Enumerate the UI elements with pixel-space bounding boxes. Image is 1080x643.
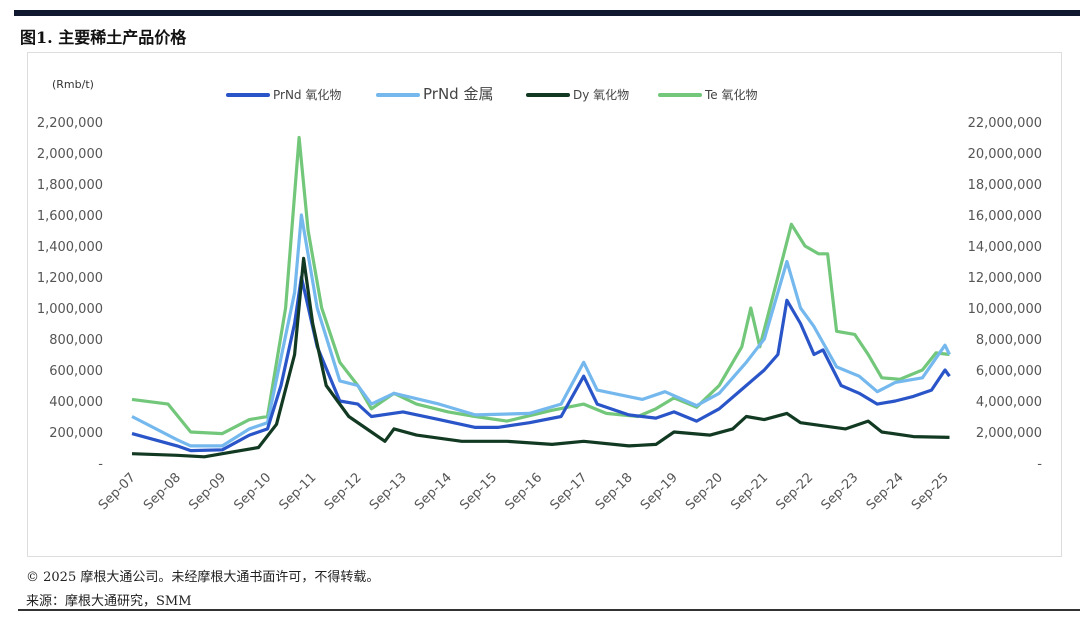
x-tick-label: Sep-19 <box>638 470 681 513</box>
x-tick-label: Sep-15 <box>457 470 500 513</box>
y-tick-label: 1,000,000 <box>37 302 103 317</box>
legend-label: Te 氧化物 <box>704 88 758 102</box>
x-tick-label: Sep-09 <box>186 470 229 513</box>
y2-tick-label: 4,000,000 <box>976 395 1042 410</box>
x-tick-label: Sep-18 <box>593 470 636 513</box>
legend-label: PrNd 氧化物 <box>273 88 341 102</box>
x-tick-label: Sep-08 <box>141 470 184 513</box>
y2-tick-label: 16,000,000 <box>968 209 1042 224</box>
x-tick-label: Sep-22 <box>773 470 816 513</box>
x-tick-label: Sep-17 <box>548 470 591 513</box>
y-tick-label: 1,800,000 <box>37 178 103 193</box>
y-tick-label: - <box>98 457 103 472</box>
x-tick-label: Sep-12 <box>322 470 365 513</box>
y-tick-label: 600,000 <box>49 364 103 379</box>
y2-tick-label: 12,000,000 <box>968 271 1042 286</box>
y-tick-label: 1,200,000 <box>37 271 103 286</box>
y2-tick-label: - <box>1037 457 1042 472</box>
x-tick-label: Sep-11 <box>277 470 320 513</box>
chart-frame <box>27 52 1062 557</box>
x-tick-label: Sep-25 <box>909 470 952 513</box>
x-tick-label: Sep-07 <box>96 470 139 513</box>
series-line-2 <box>131 256 950 459</box>
x-tick-label: Sep-16 <box>502 470 545 513</box>
series-line-3 <box>131 135 950 436</box>
legend-label: Dy 氧化物 <box>573 88 629 102</box>
y2-tick-label: 18,000,000 <box>968 178 1042 193</box>
y-tick-label: 200,000 <box>49 426 103 441</box>
y-tick-label: 1,600,000 <box>37 209 103 224</box>
y-tick-label: 2,200,000 <box>37 116 103 131</box>
y-tick-label: 1,400,000 <box>37 240 103 255</box>
x-tick-label: Sep-21 <box>728 470 771 513</box>
y2-tick-label: 8,000,000 <box>976 333 1042 348</box>
y2-tick-label: 10,000,000 <box>968 302 1042 317</box>
copyright-note: © 2025 摩根大通公司。未经摩根大通书面许可，不得转载。 <box>26 570 380 585</box>
x-tick-label: Sep-24 <box>864 470 907 513</box>
y-axis-unit: (Rmb/t) <box>52 78 94 91</box>
legend-label: PrNd 金属 <box>423 85 493 103</box>
x-tick-label: Sep-23 <box>819 470 862 513</box>
x-tick-label: Sep-20 <box>683 470 726 513</box>
x-tick-label: Sep-10 <box>231 470 274 513</box>
figure-title: 图1. 主要稀土产品价格 <box>20 28 187 47</box>
series-line-0 <box>131 275 951 453</box>
y-tick-label: 400,000 <box>49 395 103 410</box>
x-tick-label: Sep-13 <box>367 470 410 513</box>
series-line-1 <box>131 213 951 448</box>
bottom-rule <box>18 609 1080 611</box>
y2-tick-label: 6,000,000 <box>976 364 1042 379</box>
y2-tick-label: 14,000,000 <box>968 240 1042 255</box>
y2-tick-label: 2,000,000 <box>976 426 1042 441</box>
source-note: 来源：摩根大通研究，SMM <box>26 594 192 609</box>
y-tick-label: 800,000 <box>49 333 103 348</box>
y2-tick-label: 20,000,000 <box>968 147 1042 162</box>
top-rule <box>14 10 1080 16</box>
y-tick-label: 2,000,000 <box>37 147 103 162</box>
y2-tick-label: 22,000,000 <box>968 116 1042 131</box>
x-tick-label: Sep-14 <box>412 470 455 513</box>
